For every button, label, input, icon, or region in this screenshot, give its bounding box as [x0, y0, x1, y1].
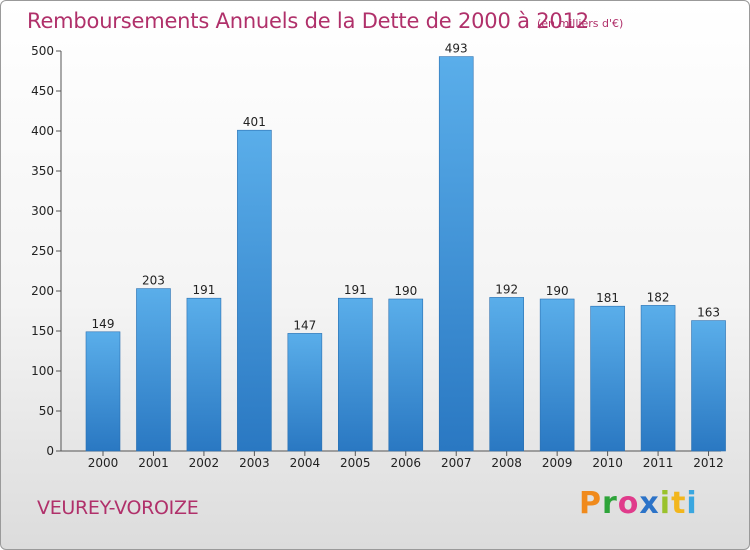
bar-value-label: 190 [394, 284, 417, 298]
logo-letter: i [659, 486, 672, 521]
y-tick-label: 350 [31, 164, 54, 178]
x-tick-label: 2001 [138, 456, 169, 470]
logo-letter: P [579, 486, 602, 521]
y-tick-label: 100 [31, 364, 54, 378]
bar-value-label: 401 [243, 115, 266, 129]
y-tick-label: 400 [31, 124, 54, 138]
bar[interactable] [287, 333, 323, 452]
x-tick-label: 2011 [643, 456, 674, 470]
y-tick-label: 50 [39, 404, 54, 418]
y-tick-label: 450 [31, 84, 54, 98]
proxiti-logo[interactable]: Proxiti [579, 486, 698, 521]
bar[interactable] [85, 331, 121, 452]
chart-title: Remboursements Annuels de la Dette de 20… [27, 9, 589, 33]
x-tick-label: 2007 [441, 456, 472, 470]
bar[interactable] [136, 288, 171, 452]
bar[interactable] [640, 305, 676, 452]
bar-value-label: 191 [344, 283, 367, 297]
x-tick-label: 2010 [592, 456, 623, 470]
logo-letter: o [617, 486, 640, 521]
commune-name: VEUREY-VOROIZE [37, 497, 199, 519]
bar[interactable] [186, 297, 222, 452]
bar[interactable] [539, 298, 575, 452]
bar[interactable] [691, 320, 726, 452]
bar[interactable] [388, 298, 424, 452]
bar-value-label: 192 [495, 282, 518, 296]
x-tick-label: 2002 [189, 456, 220, 470]
bar-value-label: 147 [293, 318, 316, 332]
x-tick-label: 2000 [88, 456, 119, 470]
chart-subtitle: (en milliers d'€) [537, 17, 624, 30]
bar[interactable] [438, 56, 474, 452]
logo-letter: i [686, 486, 698, 521]
bar[interactable] [237, 129, 272, 452]
x-tick-label: 2006 [390, 456, 421, 470]
bar-value-label: 149 [92, 317, 115, 331]
logo-letter: r [602, 486, 618, 521]
x-tick-label: 2012 [693, 456, 724, 470]
x-tick-label: 2009 [542, 456, 573, 470]
bar-value-label: 182 [647, 290, 670, 304]
logo-letter: t [671, 486, 687, 521]
bar-value-label: 493 [445, 42, 468, 56]
x-tick-label: 2004 [290, 456, 321, 470]
bar[interactable] [590, 305, 625, 452]
y-tick-label: 150 [31, 324, 54, 338]
bar-value-label: 191 [192, 283, 215, 297]
y-tick-label: 200 [31, 284, 54, 298]
bar[interactable] [489, 297, 524, 452]
logo-letter: x [639, 486, 660, 521]
y-tick-label: 250 [31, 244, 54, 258]
y-tick-label: 300 [31, 204, 54, 218]
bar-value-label: 203 [142, 274, 165, 288]
x-tick-label: 2008 [491, 456, 522, 470]
x-tick-label: 2003 [239, 456, 270, 470]
bar[interactable] [338, 297, 373, 452]
x-tick-label: 2005 [340, 456, 371, 470]
bar-value-label: 190 [546, 284, 569, 298]
y-tick-label: 500 [31, 44, 54, 58]
bar-value-label: 163 [697, 306, 720, 320]
y-tick-label: 0 [46, 444, 54, 458]
bar-value-label: 181 [596, 291, 619, 305]
